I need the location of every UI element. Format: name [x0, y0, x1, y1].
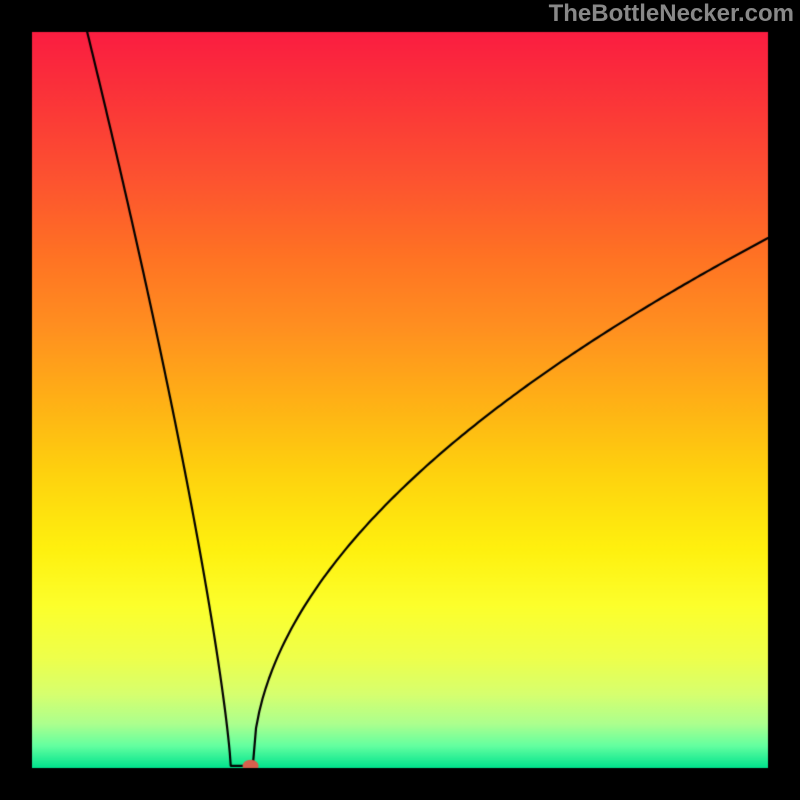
chart-container: TheBottleNecker.com [0, 0, 800, 800]
bottleneck-chart-canvas [0, 0, 800, 800]
